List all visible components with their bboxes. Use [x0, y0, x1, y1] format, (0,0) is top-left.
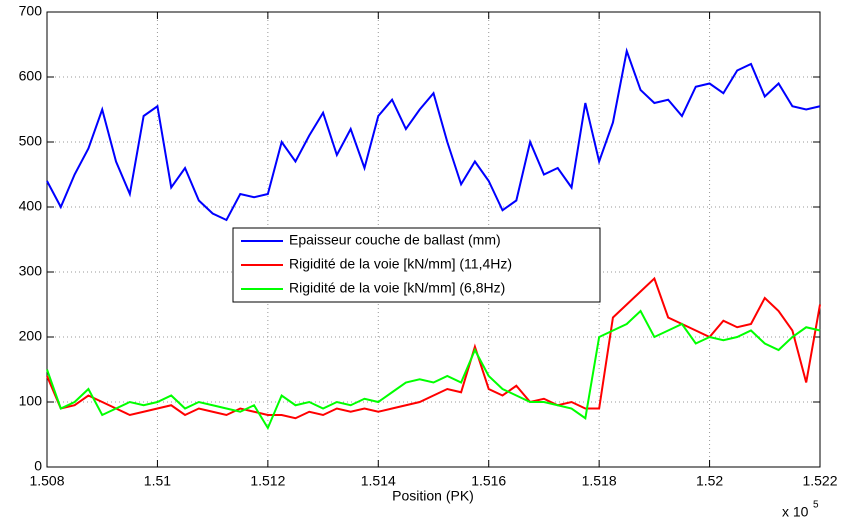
legend-label: Rigidité de la voie [kN/mm] (11,4Hz): [289, 256, 512, 272]
data-line: [46, 47, 821, 222]
y-tick-label: 200: [19, 328, 43, 344]
legend-box: [232, 227, 601, 303]
y-tick-label: 500: [19, 133, 43, 149]
x-tick-label: 1.522: [802, 473, 837, 489]
x-tick-label: 1.51: [144, 473, 171, 489]
x-tick-label: 1.514: [361, 473, 396, 489]
x-tick-label: 1.52: [696, 473, 723, 489]
y-tick-label: 100: [19, 393, 43, 409]
x-tick-label: 1.508: [29, 473, 64, 489]
y-tick-label: 300: [19, 263, 43, 279]
y-tick-label: 400: [19, 198, 43, 214]
legend-label: Rigidité de la voie [kN/mm] (6,8Hz): [289, 280, 505, 296]
data-line: [46, 309, 821, 431]
y-tick-label: 0: [34, 458, 42, 474]
y-tick-label: 600: [19, 68, 43, 84]
x-axis-label: Position (PK): [392, 488, 474, 504]
x-tick-label: 1.516: [471, 473, 506, 489]
x-multiplier: x 10: [782, 504, 809, 520]
data-line: [46, 276, 821, 420]
plot-frame: [46, 11, 821, 468]
x-tick-label: 1.512: [250, 473, 285, 489]
legend-label: Epaisseur couche de ballast (mm): [289, 232, 501, 248]
y-tick-label: 700: [19, 3, 43, 19]
x-tick-label: 1.518: [582, 473, 617, 489]
x-multiplier-exponent: 5: [813, 500, 819, 511]
